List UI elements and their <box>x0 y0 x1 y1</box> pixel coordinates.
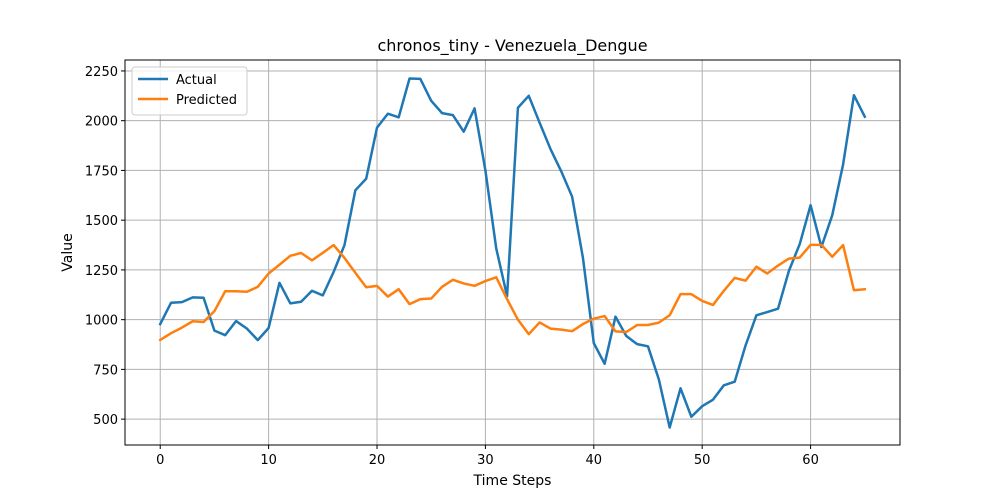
y-tick-label: 2250 <box>85 65 118 80</box>
y-tick-label: 1000 <box>85 314 118 329</box>
x-tick-label: 50 <box>694 453 711 468</box>
x-tick-label: 40 <box>586 453 603 468</box>
y-tick-label: 1750 <box>85 164 118 179</box>
x-tick-label: 20 <box>369 453 386 468</box>
y-tick-label: 2000 <box>85 115 118 130</box>
y-tick-label: 750 <box>93 363 118 378</box>
axis-ticks: 0 10 20 30 40 50 60 500 750 1000 1250 1500 1750 2000 2… <box>85 65 819 468</box>
x-axis-label: Time Steps <box>473 473 552 489</box>
legend-label-predicted: Predicted <box>176 93 237 108</box>
x-tick-label: 30 <box>477 453 494 468</box>
x-tick-label: 0 <box>156 453 164 468</box>
plot-frame <box>124 59 901 446</box>
series-line-predicted <box>158 243 867 342</box>
x-tick-label: 60 <box>802 453 819 468</box>
legend-label-actual: Actual <box>176 73 217 88</box>
x-tick-label: 10 <box>260 453 277 468</box>
legend: Actual Predicted <box>131 66 248 116</box>
y-tick-label: 1250 <box>85 264 118 279</box>
y-tick-label: 500 <box>93 413 118 428</box>
y-tick-label: 1500 <box>85 214 118 229</box>
series-line-actual <box>158 77 867 429</box>
series-lines <box>158 77 867 429</box>
chart-title: chronos_tiny - Venezuela_Dengue <box>377 36 647 56</box>
y-axis-label: Value <box>60 233 76 271</box>
